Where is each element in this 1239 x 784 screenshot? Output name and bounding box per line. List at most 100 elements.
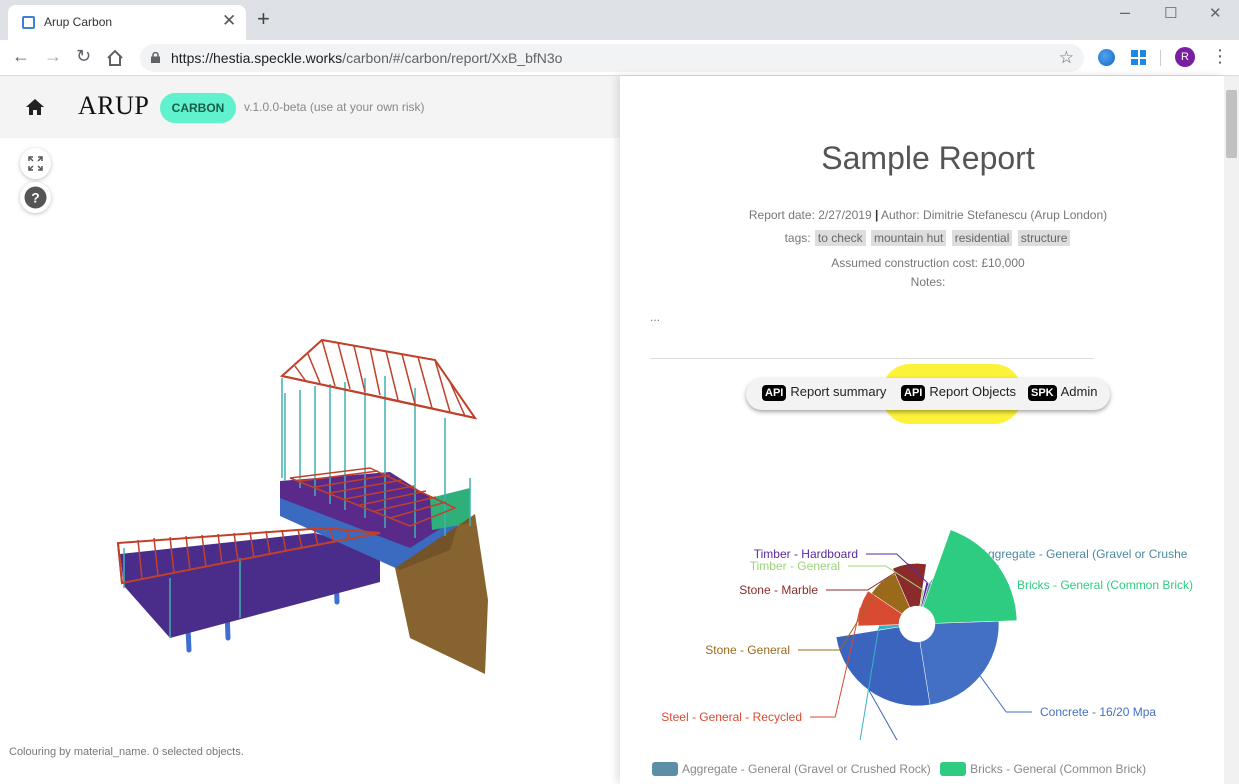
browser-tab-strip: Arup Carbon ✕ + – ☐ ✕ <box>0 0 1239 40</box>
3d-viewer[interactable]: ARUP CARBON v.1.0.0-beta (use at your ow… <box>0 76 620 784</box>
help-icon: ? <box>24 186 47 209</box>
close-window-icon[interactable]: ✕ <box>1209 5 1222 22</box>
tab-label: Admin <box>1060 384 1098 399</box>
api-badge: API <box>762 385 787 401</box>
browser-tab[interactable]: Arup Carbon ✕ <box>8 5 246 40</box>
scroll-thumb[interactable] <box>1226 90 1237 158</box>
reload-icon[interactable]: ↻ <box>76 46 92 66</box>
divider <box>650 358 1094 359</box>
legend-swatch <box>940 762 967 776</box>
chart-legend: Aggregate - General (Gravel or Crushed R… <box>652 762 1152 776</box>
address-bar[interactable]: https://hestia.speckle.works/carbon/#/ca… <box>140 44 1084 72</box>
pie-slice[interactable] <box>922 529 1018 624</box>
favicon-icon <box>22 16 35 29</box>
walkway-beams <box>137 527 351 580</box>
maximize-icon[interactable]: ☐ <box>1164 5 1178 22</box>
minimize-icon[interactable]: – <box>1120 2 1131 22</box>
leader-line <box>866 553 928 584</box>
slice-label: Aggregate - General (Gravel or Crushe <box>980 547 1188 561</box>
svg-text:?: ? <box>31 190 40 206</box>
report-title: Sample Report <box>821 140 1035 176</box>
report-meta: Report date: 2/27/2019 | Author: Dimitri… <box>620 208 1224 222</box>
report-tags: tags: to check mountain hut residential … <box>620 230 1224 246</box>
hut-posts <box>123 376 471 638</box>
tag-chip[interactable]: mountain hut <box>870 230 947 246</box>
browser-toolbar: ← → ↻ https://hestia.speckle.works/carbo… <box>0 40 1239 76</box>
building-3d-model[interactable] <box>110 338 500 678</box>
fullscreen-button[interactable] <box>20 148 51 179</box>
tab-label: Report Objects <box>929 384 1017 399</box>
carbon-badge[interactable]: CARBON <box>160 93 236 123</box>
extension-globe-icon[interactable] <box>1098 49 1115 66</box>
tab-report-objects[interactable]: API Report Objects <box>901 384 1016 401</box>
leader-line <box>798 581 883 651</box>
deck-slab <box>120 533 380 638</box>
forward-icon[interactable]: → <box>44 46 62 66</box>
legend-item[interactable]: Bricks - General (Common Brick) <box>940 762 1146 776</box>
help-button[interactable]: ? <box>20 182 51 213</box>
tab-report-summary[interactable]: API Report summary <box>762 384 886 401</box>
roof-trusses <box>279 338 478 420</box>
url-path: /carbon/#/carbon/report/XxB_bfN3o <box>342 50 563 66</box>
toolbar-divider <box>1160 50 1161 66</box>
tab-admin[interactable]: SPK Admin <box>1028 384 1097 401</box>
extension-windows-icon[interactable] <box>1131 50 1146 65</box>
meta-separator: | <box>874 208 879 222</box>
tag-chip[interactable]: to check <box>814 230 866 246</box>
pie-center-hole <box>899 606 935 642</box>
spk-badge: SPK <box>1028 385 1057 401</box>
home-icon[interactable] <box>24 96 46 118</box>
tags-label: tags: <box>784 231 811 245</box>
material-carbon-pie-chart[interactable]: Aggregate - General (Gravel or Crushe Bri… <box>632 480 1224 740</box>
slice-label: Timber - Hardboard <box>754 547 858 561</box>
hut-wall <box>430 488 470 530</box>
pie-slice[interactable] <box>919 620 1000 706</box>
deck-joists <box>289 467 457 527</box>
slice-label: Stone - General <box>705 643 790 657</box>
version-text: v.1.0.0-beta (use at your own risk) <box>244 100 425 114</box>
leader-line <box>868 690 898 740</box>
leader-line <box>848 565 924 591</box>
tab-label: Report summary <box>790 384 887 399</box>
slice-label: Stone - Marble <box>739 583 818 597</box>
notes-text: ... <box>650 310 661 324</box>
construction-cost: Assumed construction cost: £10,000 <box>831 256 1025 270</box>
walkway-frame <box>116 526 381 585</box>
legend-label: Aggregate - General (Gravel or Crushed R… <box>682 762 931 776</box>
legend-label: Bricks - General (Common Brick) <box>970 762 1147 776</box>
timber-panel <box>395 514 488 674</box>
leader-line <box>997 564 1009 586</box>
browser-menu-icon[interactable]: ⋮ <box>1211 46 1229 66</box>
app-header: ARUP CARBON v.1.0.0-beta (use at your ow… <box>0 76 620 138</box>
url-host: https://hestia.speckle.works <box>171 50 343 66</box>
url-text: https://hestia.speckle.works/carbon/#/ca… <box>171 50 562 66</box>
bookmark-star-icon[interactable]: ☆ <box>1058 48 1074 67</box>
lock-icon <box>151 52 160 63</box>
viewer-status: Colouring by material_name. 0 selected o… <box>9 746 244 758</box>
api-badge: API <box>901 385 926 401</box>
leader-line <box>979 675 1032 713</box>
close-tab-icon[interactable]: ✕ <box>222 11 237 30</box>
slice-label: Timber - General <box>750 559 840 573</box>
roof-rafters <box>294 339 466 417</box>
tag-chip[interactable]: residential <box>951 230 1013 246</box>
new-tab-button[interactable]: + <box>257 6 270 31</box>
leader-line <box>859 627 880 740</box>
slice-label: Concrete - 16/20 Mpa <box>1040 705 1156 719</box>
legend-swatch <box>652 762 678 776</box>
page-scrollbar[interactable] <box>1224 76 1239 784</box>
slice-label: Bricks - General (Common Brick) <box>1017 578 1193 592</box>
arup-logo[interactable]: ARUP <box>78 91 150 120</box>
notes-label: Notes: <box>910 275 946 289</box>
legend-item[interactable]: Aggregate - General (Gravel or Crushed R… <box>652 762 934 776</box>
back-icon[interactable]: ← <box>12 46 30 66</box>
leader-line <box>810 607 861 718</box>
report-date: Report date: 2/27/2019 <box>748 208 872 222</box>
tab-title: Arup Carbon <box>44 15 113 29</box>
slice-label: Steel - General - Recycled <box>661 710 802 724</box>
profile-avatar[interactable]: R <box>1175 47 1195 67</box>
tag-chip[interactable]: structure <box>1017 230 1071 246</box>
browser-home-icon[interactable] <box>106 49 124 67</box>
report-panel: Sample Report Report date: 2/27/2019 | A… <box>620 76 1224 784</box>
expand-icon <box>28 156 43 171</box>
